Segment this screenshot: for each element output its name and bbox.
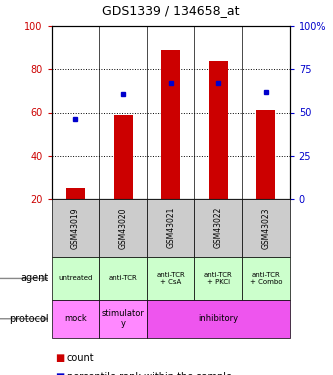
Text: stimulator
y: stimulator y xyxy=(102,309,145,328)
Text: GDS1339 / 134658_at: GDS1339 / 134658_at xyxy=(102,4,239,17)
Bar xyxy=(99,199,147,257)
Text: anti-TCR: anti-TCR xyxy=(109,275,138,281)
Bar xyxy=(161,50,180,199)
Bar xyxy=(66,188,85,199)
Bar xyxy=(114,115,133,199)
Text: GSM43020: GSM43020 xyxy=(119,207,128,249)
Bar xyxy=(99,257,147,300)
Text: inhibitory: inhibitory xyxy=(198,314,238,323)
Bar xyxy=(52,300,99,338)
Bar xyxy=(242,257,290,300)
Bar xyxy=(99,300,147,338)
Text: ■: ■ xyxy=(55,353,64,363)
Bar xyxy=(52,257,99,300)
Text: agent: agent xyxy=(20,273,48,284)
Bar xyxy=(256,110,275,199)
Text: count: count xyxy=(67,353,94,363)
Text: GSM43023: GSM43023 xyxy=(261,207,270,249)
Bar xyxy=(242,199,290,257)
Text: percentile rank within the sample: percentile rank within the sample xyxy=(67,372,231,375)
Text: ■: ■ xyxy=(55,372,64,375)
Bar xyxy=(147,199,194,257)
Bar xyxy=(194,257,242,300)
Bar xyxy=(147,300,290,338)
Text: anti-TCR
+ Combo: anti-TCR + Combo xyxy=(250,272,282,285)
Text: mock: mock xyxy=(64,314,87,323)
Bar xyxy=(194,199,242,257)
Bar xyxy=(147,257,194,300)
Text: protocol: protocol xyxy=(9,314,48,324)
Text: GSM43022: GSM43022 xyxy=(214,207,223,249)
Text: GSM43021: GSM43021 xyxy=(166,207,175,249)
Bar xyxy=(52,199,99,257)
Text: anti-TCR
+ PKCi: anti-TCR + PKCi xyxy=(204,272,233,285)
Bar xyxy=(209,61,228,199)
Text: untreated: untreated xyxy=(58,275,93,281)
Text: GSM43019: GSM43019 xyxy=(71,207,80,249)
Text: anti-TCR
+ CsA: anti-TCR + CsA xyxy=(156,272,185,285)
